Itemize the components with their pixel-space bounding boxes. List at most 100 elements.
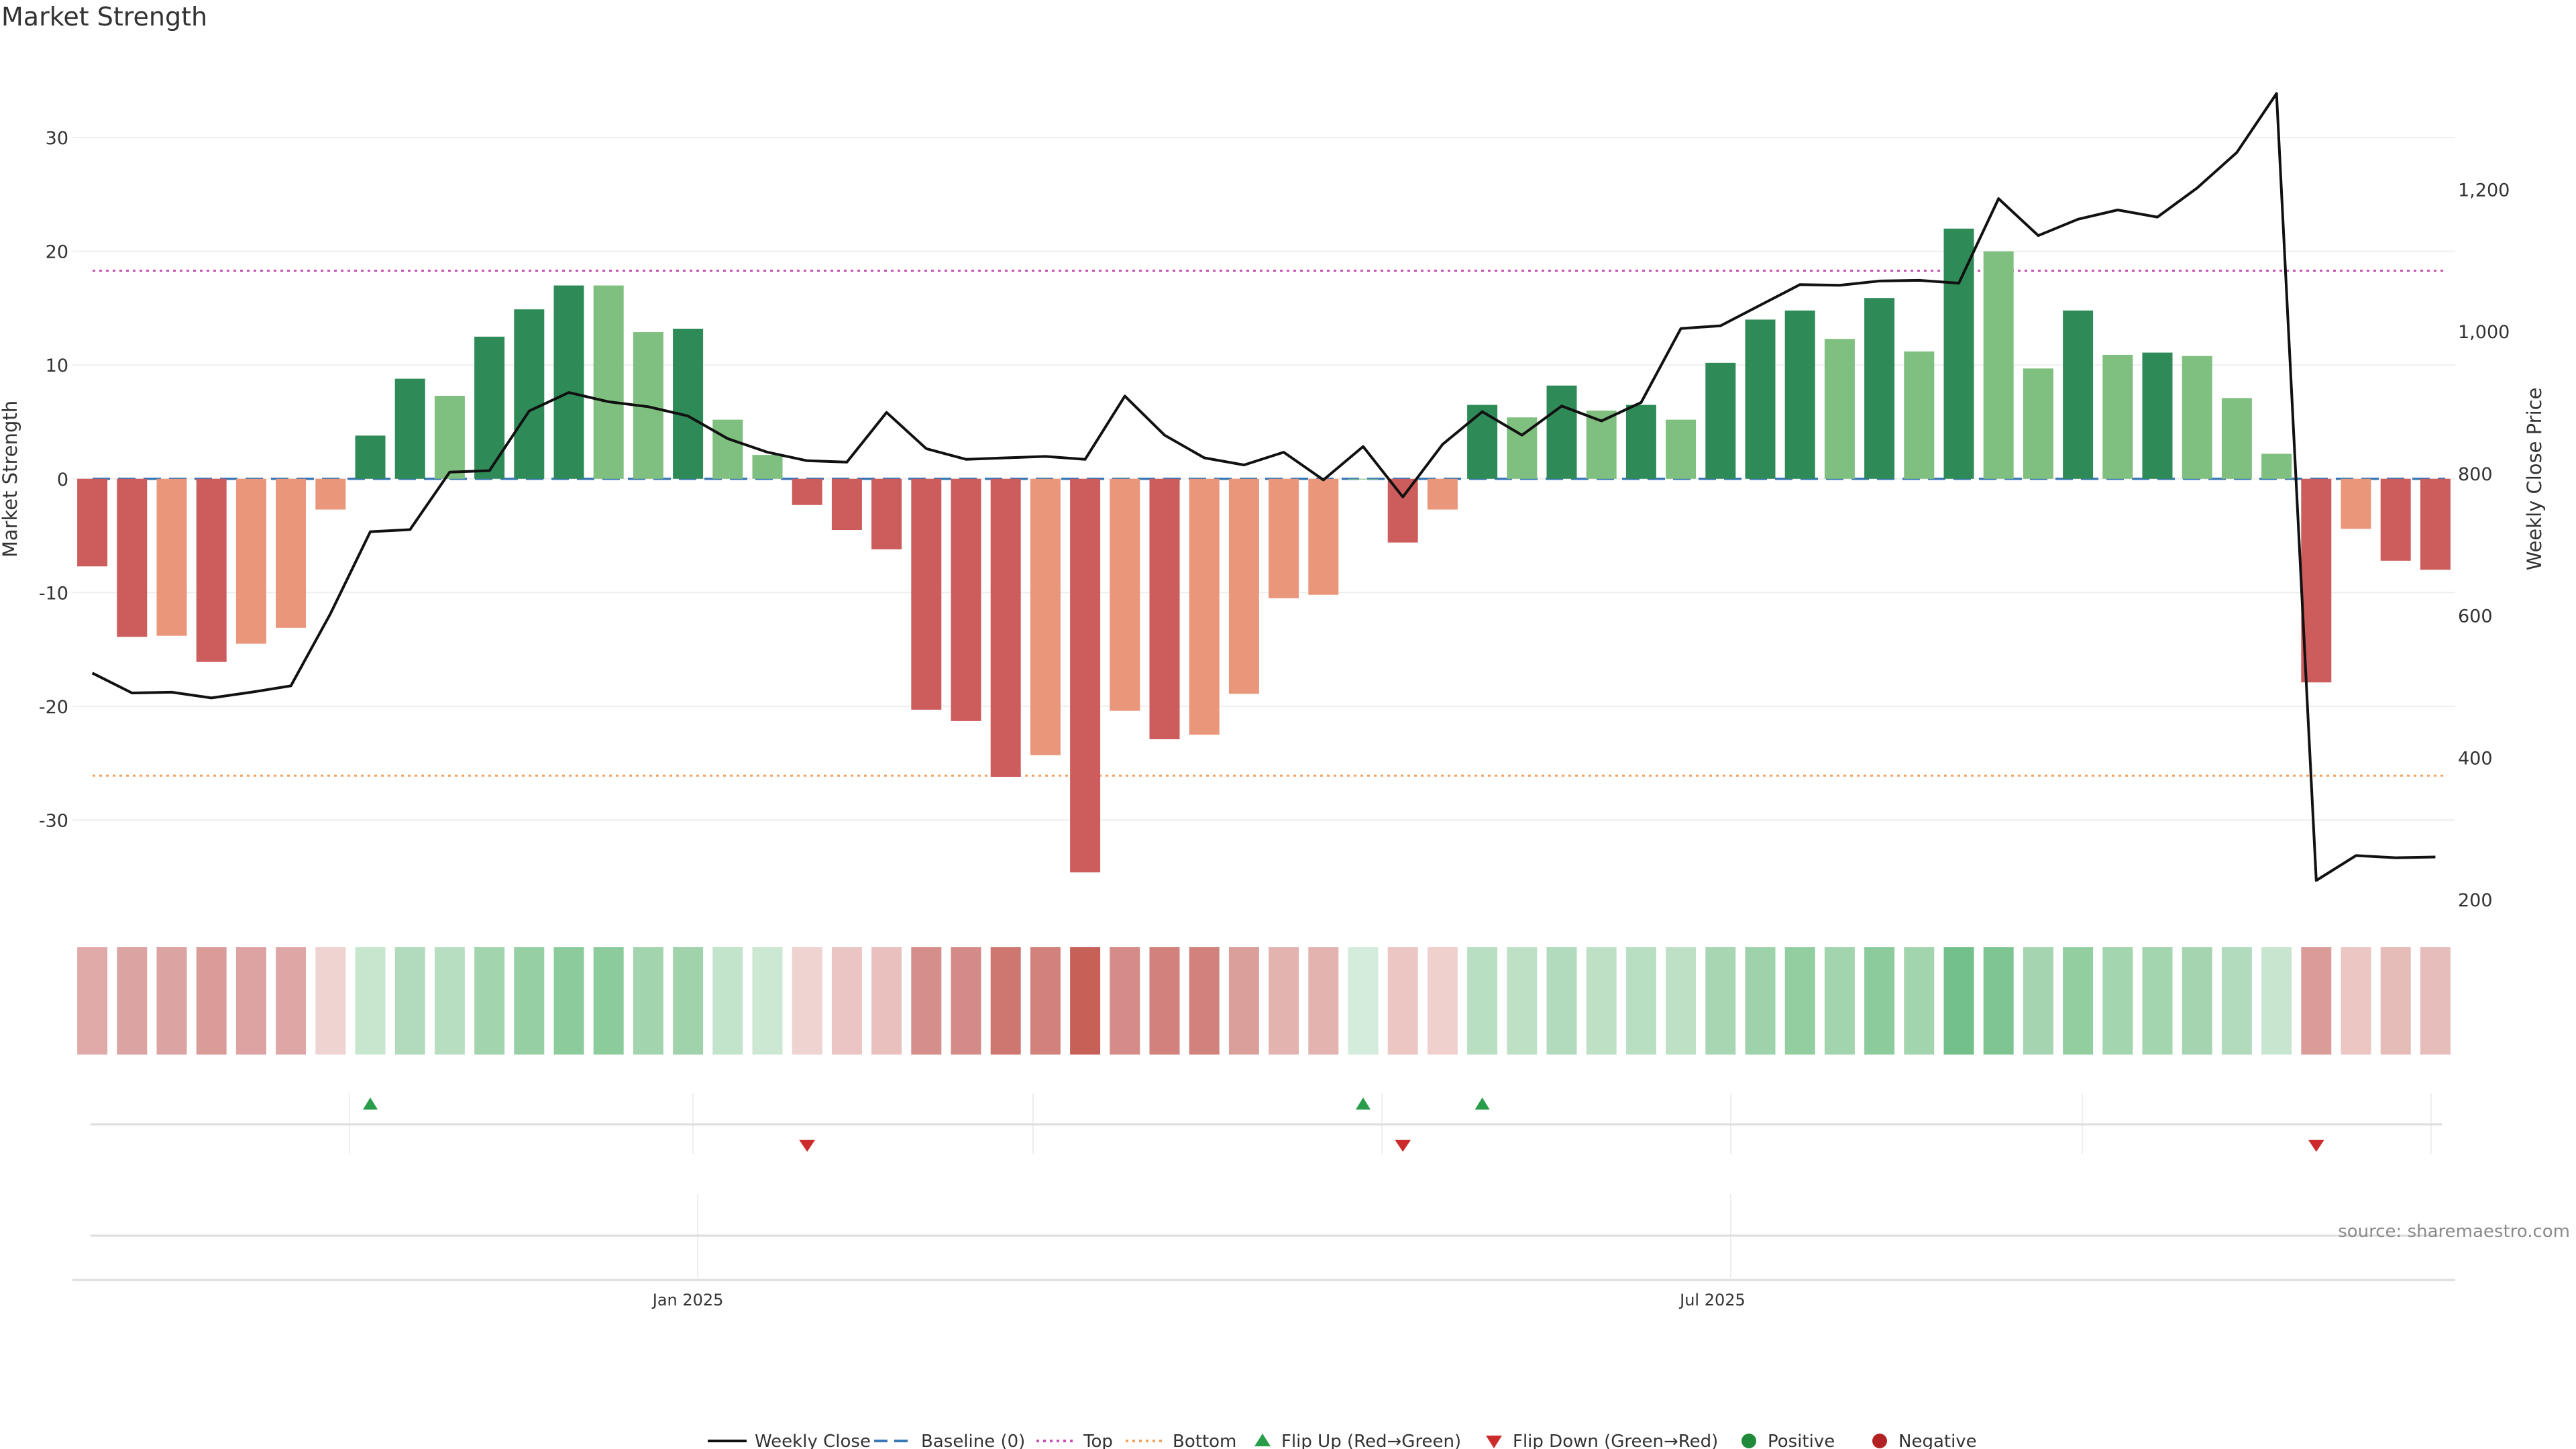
heat-cell <box>951 947 981 1055</box>
left-tick-label: 20 <box>46 242 68 263</box>
strength-bar <box>1348 478 1379 480</box>
heat-cell <box>1030 947 1061 1055</box>
strength-bar <box>2023 368 2053 479</box>
legend-positive: Positive <box>1741 1432 1835 1449</box>
legend-weekly-close: Weekly Close <box>708 1432 871 1449</box>
x-tick-label: Jul 2025 <box>1678 1291 1746 1309</box>
strength-bar <box>1784 310 1815 479</box>
heat-cell <box>276 947 307 1055</box>
strength-bar <box>315 478 346 510</box>
strength-bar <box>2182 356 2212 479</box>
heat-cell <box>394 947 425 1055</box>
heat-cell <box>2182 947 2212 1055</box>
heat-cell <box>117 947 148 1055</box>
strength-bar <box>2301 478 2332 683</box>
heat-cell <box>1784 947 1815 1055</box>
strength-bar <box>2420 478 2451 570</box>
weekly-close-series <box>91 92 2436 882</box>
strength-bar <box>434 396 465 479</box>
heat-cell <box>1269 947 1299 1055</box>
legend-flip-up: Flip Up (Red→Green) <box>1254 1432 1461 1449</box>
heat-cell <box>1586 947 1617 1055</box>
strength-bar <box>2102 354 2133 479</box>
flip-down-marker <box>799 1140 816 1152</box>
left-y-axis: 30 20 10 0 -10 -20 -30 <box>39 128 68 831</box>
legend-negative-swatch <box>1872 1434 1887 1448</box>
strength-bar <box>1904 351 1935 479</box>
heat-cell <box>2023 947 2053 1055</box>
heat-cell <box>673 947 704 1055</box>
heat-cell <box>752 947 783 1055</box>
x-axis: Jan 2025 Jul 2025 <box>72 1194 2455 1309</box>
heat-cell <box>1308 947 1339 1055</box>
right-axis-label: Weekly Close Price <box>2523 388 2546 571</box>
heat-cell <box>355 947 386 1055</box>
strength-bar <box>2221 398 2252 479</box>
legend-flip-down-swatch <box>1486 1436 1502 1448</box>
heat-cell <box>1705 947 1736 1055</box>
right-tick-label: 1,000 <box>2458 322 2510 343</box>
heat-cell <box>712 947 743 1055</box>
strength-bar <box>2341 478 2371 529</box>
legend-positive-swatch <box>1741 1434 1756 1448</box>
strength-heat-strip <box>77 947 2451 1055</box>
legend-positive-label: Positive <box>1768 1432 1835 1449</box>
legend-top: Top <box>1036 1432 1113 1449</box>
right-tick-label: 200 <box>2458 890 2493 911</box>
heat-cell <box>1824 947 1855 1055</box>
heat-cell <box>1745 947 1776 1055</box>
strength-bar <box>871 478 902 549</box>
strength-bar <box>1705 362 1736 479</box>
weekly-close-line <box>91 92 2436 882</box>
legend-baseline-label: Baseline (0) <box>921 1432 1025 1449</box>
strength-bar <box>593 285 624 479</box>
strength-bar <box>1189 478 1220 735</box>
heat-cell <box>2142 947 2173 1055</box>
strength-bar <box>196 478 227 662</box>
heat-cell <box>1507 947 1538 1055</box>
strength-bar <box>1269 478 1299 598</box>
heat-cell <box>1904 947 1935 1055</box>
heat-cell <box>1467 947 1498 1055</box>
left-tick-label: 30 <box>46 128 68 149</box>
heat-cell <box>156 947 187 1055</box>
heat-cell <box>1387 947 1418 1055</box>
strength-bar <box>911 478 942 710</box>
legend-flip-up-label: Flip Up (Red→Green) <box>1281 1432 1461 1449</box>
strength-bar <box>235 478 266 644</box>
flip-down-marker <box>1395 1140 1411 1152</box>
left-axis-label: Market Strength <box>0 400 21 557</box>
heat-cell <box>1546 947 1577 1055</box>
strength-bar <box>2380 478 2411 561</box>
heat-cell <box>474 947 505 1055</box>
heat-cell <box>514 947 545 1055</box>
strength-bar <box>1625 405 1656 479</box>
heat-cell <box>2301 947 2332 1055</box>
strength-bar <box>514 309 545 479</box>
heat-cell <box>633 947 663 1055</box>
strength-bar <box>1546 385 1577 479</box>
legend-flip-up-swatch <box>1254 1434 1271 1446</box>
strength-bar <box>1666 419 1697 479</box>
flip-up-marker <box>1474 1097 1490 1110</box>
right-tick-label: 600 <box>2458 606 2493 627</box>
legend-bottom: Bottom <box>1126 1432 1236 1449</box>
chart-title: Market Strength <box>1 2 207 32</box>
strength-bar <box>276 478 307 628</box>
strength-bar <box>77 478 108 567</box>
left-tick-label: -20 <box>39 697 68 718</box>
strength-bar <box>474 336 505 479</box>
heat-cell <box>990 947 1021 1055</box>
strength-bars <box>77 228 2451 873</box>
heat-cell <box>235 947 266 1055</box>
heat-cell <box>1189 947 1220 1055</box>
strength-bar <box>1387 478 1418 543</box>
heat-cell <box>1348 947 1379 1055</box>
legend-top-label: Top <box>1083 1432 1113 1449</box>
heat-cell <box>77 947 108 1055</box>
heat-cell <box>553 947 584 1055</box>
right-tick-label: 800 <box>2458 464 2493 485</box>
flip-down-marker <box>2308 1140 2324 1152</box>
left-tick-label: 10 <box>46 356 68 376</box>
strength-bar <box>1110 478 1140 711</box>
